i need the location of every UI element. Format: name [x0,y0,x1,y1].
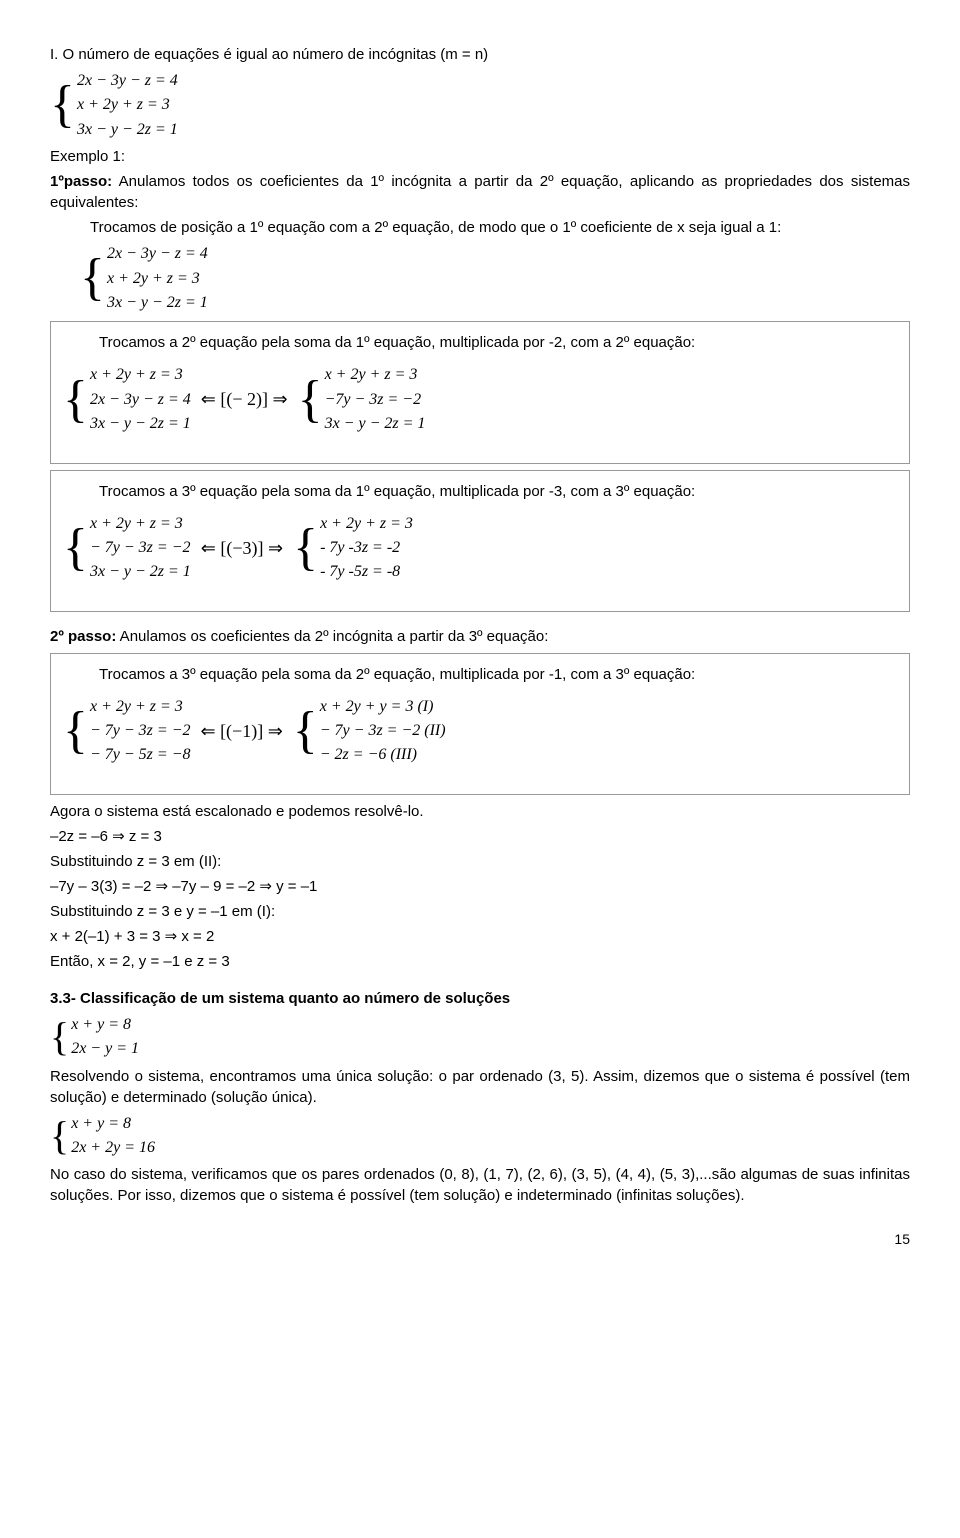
eq-row: x + 2y + z = 3 [107,267,208,291]
solve-line: –2z = –6 ⇒ z = 3 [50,826,910,847]
equation-transform-1: { x + 2y + z = 3 2x − 3y − z = 4 3x − y … [63,359,901,440]
transform-op: ⇐ [(− 2)] ⇒ [201,387,288,412]
box-step-3: Trocamos a 3º equação pela soma da 2º eq… [50,653,910,795]
eq-row: x + 2y + z = 3 [90,512,191,536]
eq-row: 2x − 3y − z = 4 [107,242,208,266]
equation-transform-3: { x + 2y + z = 3 − 7y − 3z = −2 − 7y − 5… [63,691,901,772]
equation-transform-2: { x + 2y + z = 3 − 7y − 3z = −2 3x − y −… [63,508,901,589]
agora-line: Agora o sistema está escalonado e podemo… [50,801,910,822]
brace-icon: { [298,363,323,436]
brace-icon: { [63,512,88,585]
brace-icon: { [63,695,88,768]
result-a: Resolvendo o sistema, encontramos uma ún… [50,1066,910,1108]
eq-row: 3x − y − 2z = 1 [107,291,208,315]
eq-row: − 7y − 3z = −2 [90,719,191,743]
box1-text: Trocamos a 2º equação pela soma da 1º eq… [59,332,901,353]
brace-icon: { [50,1013,69,1062]
box-step-1: Trocamos a 2º equação pela soma da 1º eq… [50,321,910,463]
eq-row: − 7y − 5z = −8 [90,743,191,767]
eq-row: x + 2y + z = 3 [325,363,426,387]
eq-row: 3x − y − 2z = 1 [325,412,426,436]
eq-row: x + 2y + z = 3 [77,93,178,117]
step2-line: 2º passo: Anulamos os coeficientes da 2º… [50,626,910,647]
eq-row: 2x − 3y − z = 4 [77,69,178,93]
box-step-2: Trocamos a 3º equação pela soma da 1º eq… [50,470,910,612]
eq-row: − 2z = −6 (III) [320,743,446,767]
brace-icon: { [80,242,105,315]
eq-row: 3x − y − 2z = 1 [77,118,178,142]
eq-row: - 7y -3z = -2 [320,536,413,560]
eq-row: x + 2y + z = 3 [320,512,413,536]
eq-row: x + 2y + z = 3 [90,695,191,719]
section-3-3-title: 3.3- Classificação de um sistema quanto … [50,988,910,1009]
box2-text: Trocamos a 3º equação pela soma da 1º eq… [59,481,901,502]
eq-row: x + y = 8 [71,1112,155,1136]
result-b: No caso do sistema, verificamos que os p… [50,1164,910,1206]
eq-row: 3x − y − 2z = 1 [90,560,191,584]
eq-row: x + y = 8 [71,1013,139,1037]
eq-row: x + 2y + z = 3 [90,363,191,387]
example-label: Exemplo 1: [50,146,910,167]
swap-text-1: Trocamos de posição a 1º equação com a 2… [50,217,910,238]
transform-op: ⇐ [(−1)] ⇒ [200,719,282,744]
solve-line: Substituindo z = 3 em (II): [50,851,910,872]
brace-icon: { [50,1112,69,1161]
brace-icon: { [50,69,75,142]
eq-row: 2x − y = 1 [71,1037,139,1061]
step1-label: 1ºpasso: [50,173,112,190]
eq-row: 3x − y − 2z = 1 [90,412,191,436]
solve-line: Então, x = 2, y = –1 e z = 3 [50,951,910,972]
brace-icon: { [293,512,318,585]
eq-row: − 7y − 3z = −2 (II) [320,719,446,743]
solve-line: x + 2(–1) + 3 = 3 ⇒ x = 2 [50,926,910,947]
eq-row: −7y − 3z = −2 [325,388,426,412]
eq-row: 2x + 2y = 16 [71,1136,155,1160]
eq-row: - 7y -5z = -8 [320,560,413,584]
brace-icon: { [63,363,88,436]
equation-system-1: { 2x − 3y − z = 4 x + 2y + z = 3 3x − y … [50,69,910,142]
eq-row: x + 2y + y = 3 (I) [320,695,446,719]
step2-label: 2º passo: [50,628,116,645]
page-number: 15 [50,1230,910,1250]
eq-row: 2x − 3y − z = 4 [90,388,191,412]
equation-system-a: { x + y = 8 2x − y = 1 [50,1013,910,1062]
box3-text: Trocamos a 3º equação pela soma da 2º eq… [59,664,901,685]
equation-system-b: { x + y = 8 2x + 2y = 16 [50,1112,910,1161]
solve-line: –7y – 3(3) = –2 ⇒ –7y – 9 = –2 ⇒ y = –1 [50,876,910,897]
solve-line: Substituindo z = 3 e y = –1 em (I): [50,901,910,922]
step2-desc: Anulamos os coeficientes da 2º incógnita… [116,628,548,645]
header-line: I. O número de equações é igual ao númer… [50,44,910,65]
transform-op: ⇐ [(−3)] ⇒ [201,536,283,561]
equation-system-2: { 2x − 3y − z = 4 x + 2y + z = 3 3x − y … [80,242,910,315]
eq-row: − 7y − 3z = −2 [90,536,191,560]
brace-icon: { [293,695,318,768]
step1-desc: Anulamos todos os coeficientes da 1º inc… [50,173,910,211]
step1-text: 1ºpasso: Anulamos todos os coeficientes … [50,171,910,213]
